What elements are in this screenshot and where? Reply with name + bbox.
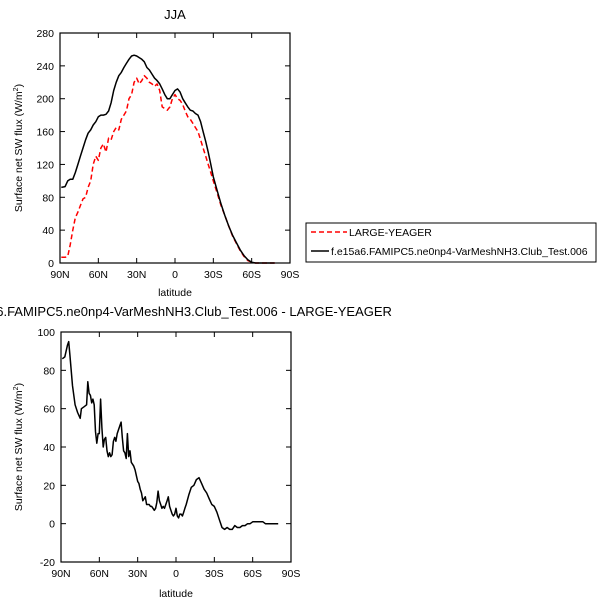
bottom-chart-title: f.e15a6.FAMIPC5.ne0np4-VarMeshNH3.Club_T… [0, 304, 392, 319]
top-x-tick-label: 90N [50, 269, 69, 281]
bottom-y-tick-label: -20 [40, 557, 55, 569]
legend-box [305, 222, 597, 263]
top-chart-panel: JJA 90N 60N 30N 0 30S 60S 90S 0 40 80 120 160 200 240… [13, 7, 299, 299]
top-y-tick-label: 160 [36, 127, 54, 139]
top-y-tick-label: 0 [48, 258, 54, 270]
bottom-y-tick-label: 0 [49, 519, 55, 531]
bottom-y-tick-label: 100 [37, 327, 55, 339]
top-x-tick-label: 0 [172, 269, 178, 281]
top-y-axis-label: Surface net SW flux (W/m2) [13, 84, 25, 212]
top-y-tick-label: 120 [36, 159, 54, 171]
bottom-chart-panel: f.e15a6.FAMIPC5.ne0np4-VarMeshNH3.Club_T… [0, 304, 392, 600]
bottom-y-tick-label: 20 [43, 480, 55, 492]
bottom-x-tick-label: 60N [90, 568, 109, 580]
top-y-tick-label: 240 [36, 61, 54, 73]
top-x-tick-label: 60N [89, 269, 108, 281]
legend-label-test-run: f.e15a6.FAMIPC5.ne0np4-VarMeshNH3.Club_T… [331, 246, 588, 258]
bottom-x-tick-label: 90S [282, 568, 301, 580]
top-x-tick-label: 60S [242, 269, 261, 281]
bottom-x-tick-label: 90N [51, 568, 70, 580]
bottom-x-tick-label: 30S [205, 568, 224, 580]
top-x-tick-label: 30S [204, 269, 223, 281]
top-series-lines [61, 54, 275, 264]
top-y-tick-label: 200 [36, 94, 54, 106]
bottom-x-axis-label: latitude [159, 588, 193, 600]
bottom-y-tick-label: 60 [43, 404, 55, 416]
top-axis-ticks: 90N 60N 30N 0 30S 60S 90S 0 40 80 120 160 200 240 280 [36, 28, 299, 281]
top-plot-frame [59, 32, 291, 264]
bottom-series-line-0 [61, 340, 279, 531]
top-x-tick-label: 30N [127, 269, 146, 281]
bottom-plot-frame [60, 331, 292, 563]
legend: LARGE-YEAGER f.e15a6.FAMIPC5.ne0np4-VarM… [305, 222, 597, 263]
bottom-x-tick-label: 60S [243, 568, 262, 580]
bottom-x-tick-label: 0 [173, 568, 179, 580]
top-series-line-0 [61, 74, 275, 264]
top-x-tick-label: 90S [281, 269, 300, 281]
bottom-axis-ticks: 90N 60N 30N 0 30S 60S 90S -20 0 20 40 60 80 100 [37, 327, 300, 580]
bottom-x-tick-label: 30N [128, 568, 147, 580]
top-chart-title: JJA [164, 7, 186, 22]
bottom-series-lines [61, 340, 279, 531]
bottom-y-tick-label: 40 [43, 442, 55, 454]
top-x-axis-label: latitude [158, 287, 192, 299]
bottom-y-axis-label: Surface net SW flux (W/m2) [13, 383, 25, 511]
top-series-line-1 [61, 54, 275, 264]
bottom-y-tick-label: 80 [43, 365, 55, 377]
top-y-tick-label: 40 [42, 225, 54, 237]
legend-label-large-yeager: LARGE-YEAGER [349, 227, 432, 239]
top-y-tick-label: 80 [42, 192, 54, 204]
top-y-tick-label: 280 [36, 28, 54, 40]
